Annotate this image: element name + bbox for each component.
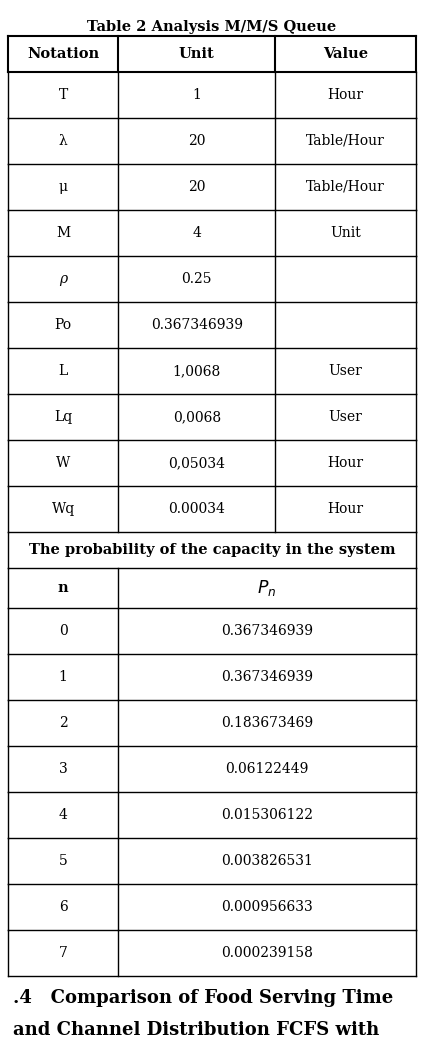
- Text: 1,0068: 1,0068: [173, 364, 221, 378]
- Text: 3: 3: [59, 762, 67, 776]
- Text: 0,05034: 0,05034: [168, 456, 225, 470]
- Text: User: User: [329, 364, 363, 378]
- Text: 4: 4: [59, 808, 67, 822]
- Text: 0,0068: 0,0068: [173, 410, 221, 424]
- Text: 20: 20: [188, 134, 206, 148]
- Text: 0: 0: [59, 624, 67, 638]
- Text: 1: 1: [192, 88, 201, 102]
- Text: $\mathit{P}_{n}$: $\mathit{P}_{n}$: [257, 578, 277, 598]
- Text: 6: 6: [59, 900, 67, 914]
- Text: 0.25: 0.25: [181, 272, 212, 286]
- Text: and Channel Distribution FCFS with: and Channel Distribution FCFS with: [13, 1021, 379, 1039]
- Text: Hour: Hour: [328, 88, 364, 102]
- Text: Lq: Lq: [54, 410, 72, 424]
- Text: ρ: ρ: [59, 272, 67, 286]
- Text: 20: 20: [188, 180, 206, 194]
- Text: Value: Value: [323, 47, 368, 61]
- Text: Hour: Hour: [328, 502, 364, 516]
- Text: The probability of the capacity in the system: The probability of the capacity in the s…: [29, 543, 395, 557]
- Text: 0.000956633: 0.000956633: [221, 900, 313, 914]
- Text: 0.367346939: 0.367346939: [221, 670, 313, 684]
- Text: Notation: Notation: [27, 47, 99, 61]
- Text: 0.015306122: 0.015306122: [221, 808, 313, 822]
- Text: n: n: [58, 582, 68, 595]
- Text: 0.00034: 0.00034: [168, 502, 225, 516]
- Text: Table 2 Analysis M/M/S Queue: Table 2 Analysis M/M/S Queue: [87, 20, 337, 34]
- Text: 2: 2: [59, 716, 67, 730]
- Text: 4: 4: [192, 226, 201, 240]
- Text: M: M: [56, 226, 70, 240]
- Text: 0.000239158: 0.000239158: [221, 946, 313, 960]
- Text: Unit: Unit: [179, 47, 215, 61]
- Text: User: User: [329, 410, 363, 424]
- Text: 5: 5: [59, 854, 67, 868]
- Text: 1: 1: [59, 670, 67, 684]
- Text: 0.367346939: 0.367346939: [151, 318, 243, 332]
- Text: Table/Hour: Table/Hour: [306, 180, 385, 194]
- Text: 0.003826531: 0.003826531: [221, 854, 313, 868]
- Text: W: W: [56, 456, 70, 470]
- Text: Table/Hour: Table/Hour: [306, 134, 385, 148]
- Text: 0.183673469: 0.183673469: [221, 716, 313, 730]
- Text: λ: λ: [59, 134, 67, 148]
- Text: 0.06122449: 0.06122449: [226, 762, 309, 776]
- Text: μ: μ: [59, 180, 67, 194]
- Text: Hour: Hour: [328, 456, 364, 470]
- Text: Wq: Wq: [51, 502, 75, 516]
- Text: L: L: [59, 364, 68, 378]
- Text: T: T: [59, 88, 68, 102]
- Text: 0.367346939: 0.367346939: [221, 624, 313, 638]
- Text: 7: 7: [59, 946, 67, 960]
- Text: .4   Comparison of Food Serving Time: .4 Comparison of Food Serving Time: [13, 989, 393, 1007]
- Text: Po: Po: [55, 318, 72, 332]
- Text: Unit: Unit: [330, 226, 361, 240]
